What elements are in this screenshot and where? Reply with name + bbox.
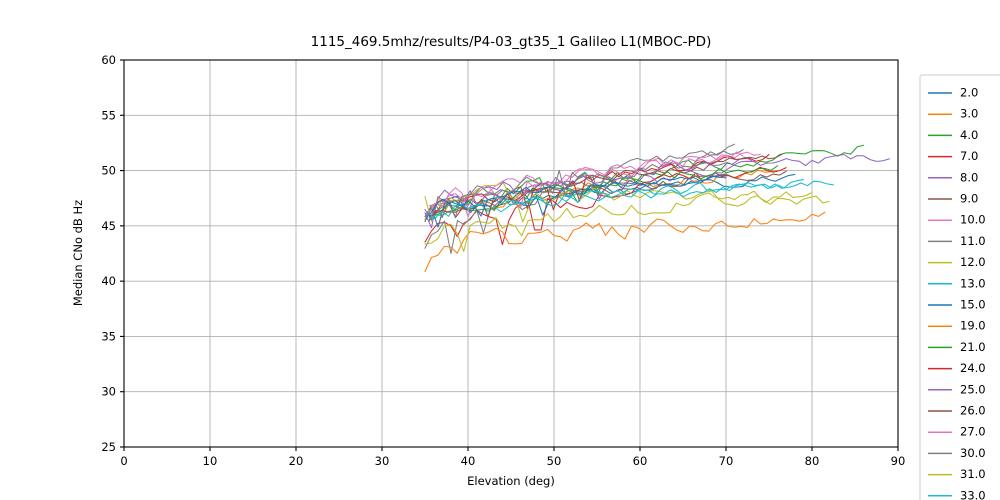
series-line: [424, 211, 826, 273]
legend-item[interactable]: 24.0: [928, 361, 986, 375]
x-tick-label: 40: [461, 454, 476, 468]
series-line: [424, 156, 753, 221]
series-line: [428, 151, 744, 213]
x-tick-label: 10: [203, 454, 218, 468]
legend-label: 9.0: [960, 192, 978, 206]
legend-label: 4.0: [960, 128, 978, 142]
legend-item[interactable]: 4.0: [928, 128, 978, 142]
series-line: [428, 180, 835, 221]
legend-item[interactable]: 19.0: [928, 319, 986, 333]
x-axis-label: Elevation (deg): [467, 474, 555, 488]
legend-item[interactable]: 7.0: [928, 149, 978, 163]
x-tick-label: 0: [120, 454, 127, 468]
legend-item[interactable]: 9.0: [928, 192, 978, 206]
legend-label: 30.0: [960, 446, 986, 460]
y-axis-ticks: 25 30 35 40 45 50 55 60: [101, 53, 124, 454]
x-tick-label: 50: [547, 454, 562, 468]
legend-item[interactable]: 21.0: [928, 340, 986, 354]
y-tick-label: 60: [101, 53, 116, 67]
legend-label: 10.0: [960, 213, 986, 227]
legend-item[interactable]: 8.0: [928, 170, 978, 184]
legend-label: 24.0: [960, 361, 986, 375]
legend-item[interactable]: 11.0: [928, 234, 986, 248]
x-tick-label: 90: [891, 454, 906, 468]
y-tick-label: 45: [101, 219, 116, 233]
legend-item[interactable]: 31.0: [928, 467, 986, 481]
legend-item[interactable]: 10.0: [928, 213, 986, 227]
series-line: [428, 176, 727, 217]
x-axis-ticks: 0 10 20 30 40 50 60 70 80 90: [120, 447, 905, 468]
y-axis-label: Median CNo dB Hz: [71, 200, 85, 306]
x-tick-label: 70: [719, 454, 734, 468]
chart-title: 1115_469.5mhz/results/P4-03_gt35_1 Galil…: [311, 34, 712, 50]
legend-label: 31.0: [960, 467, 986, 481]
legend-label: 19.0: [960, 319, 986, 333]
y-tick-label: 55: [101, 108, 116, 122]
x-tick-label: 80: [805, 454, 820, 468]
y-tick-label: 30: [101, 385, 116, 399]
legend-label: 25.0: [960, 382, 986, 396]
legend-item[interactable]: 12.0: [928, 255, 986, 269]
legend-item[interactable]: 13.0: [928, 276, 986, 290]
legend-box: [919, 74, 1000, 500]
legend-label: 21.0: [960, 340, 986, 354]
legend-item[interactable]: 27.0: [928, 425, 986, 439]
y-tick-label: 25: [101, 440, 116, 454]
legend-label: 13.0: [960, 276, 986, 290]
series-line: [428, 165, 779, 217]
legend[interactable]: 2.0 3.0 4.0 7.0 8.0 9.0 10.0 11.0 12.0 13.0 15.0 19…: [919, 74, 1000, 500]
y-tick-label: 35: [101, 329, 116, 343]
legend-label: 8.0: [960, 170, 978, 184]
x-tick-label: 60: [633, 454, 648, 468]
y-tick-label: 50: [101, 164, 116, 178]
legend-label: 12.0: [960, 255, 986, 269]
legend-item[interactable]: 26.0: [928, 404, 986, 418]
legend-label: 11.0: [960, 234, 986, 248]
legend-item[interactable]: 30.0: [928, 446, 986, 460]
legend-label: 15.0: [960, 298, 986, 312]
series-line: [428, 153, 783, 219]
legend-item[interactable]: 3.0: [928, 107, 978, 121]
x-tick-label: 20: [289, 454, 304, 468]
legend-item[interactable]: 33.0: [928, 488, 986, 500]
series-line: [428, 143, 736, 222]
x-tick-label: 30: [375, 454, 390, 468]
y-tick-label: 40: [101, 274, 116, 288]
legend-label: 33.0: [960, 488, 986, 500]
legend-label: 7.0: [960, 149, 978, 163]
legend-label: 2.0: [960, 86, 978, 100]
legend-label: 3.0: [960, 107, 978, 121]
legend-item[interactable]: 2.0: [928, 86, 978, 100]
series-lines: [424, 143, 890, 273]
legend-label: 26.0: [960, 404, 986, 418]
plot-area: [123, 59, 899, 448]
legend-item[interactable]: 25.0: [928, 382, 986, 396]
legend-label: 27.0: [960, 425, 986, 439]
legend-item[interactable]: 15.0: [928, 298, 986, 312]
series-line: [424, 190, 813, 252]
